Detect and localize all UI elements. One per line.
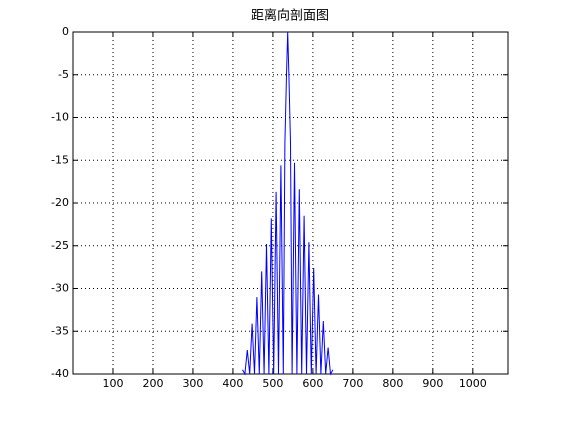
x-tick-label: 100: [102, 377, 123, 390]
plot-frame: [72, 31, 509, 375]
x-tick-label: 300: [182, 377, 203, 390]
x-tick-label: 700: [342, 377, 363, 390]
y-tick-label: 0: [62, 25, 69, 38]
data-line: [242, 31, 334, 376]
chart-title: 距离向剖面图: [251, 8, 329, 24]
x-tick-label: 900: [422, 377, 443, 390]
y-tick-label: -40: [51, 367, 69, 380]
y-tick-label: -10: [51, 111, 69, 124]
y-tick-label: -25: [51, 239, 69, 252]
y-tick-label: -35: [51, 324, 69, 337]
y-tick-label: -20: [51, 196, 69, 209]
y-tick-label: -5: [58, 68, 69, 81]
x-tick-label: 400: [222, 377, 243, 390]
x-tick-label: 1000: [459, 377, 487, 390]
x-tick-label: 600: [302, 377, 323, 390]
x-tick-label: 500: [262, 377, 283, 390]
y-tick-label: -15: [51, 153, 69, 166]
x-tick-label: 200: [142, 377, 163, 390]
x-tick-label: 800: [382, 377, 403, 390]
y-tick-label: -30: [51, 282, 69, 295]
